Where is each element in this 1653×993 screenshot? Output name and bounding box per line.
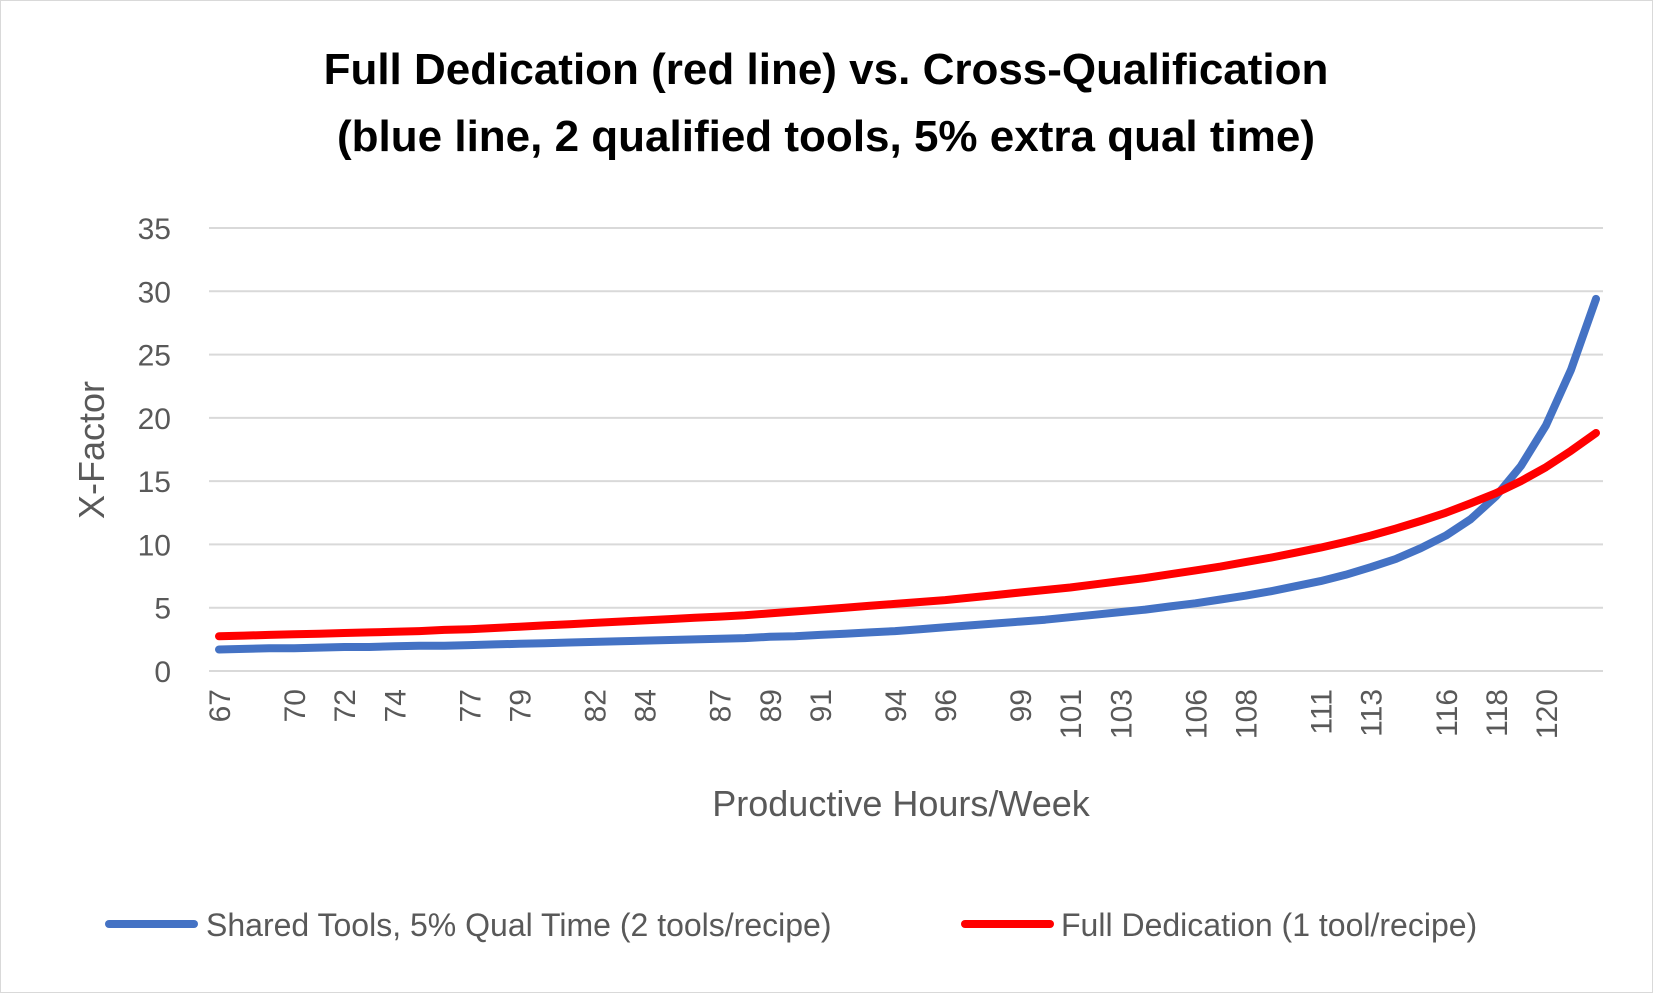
series-line-shared-tools xyxy=(215,294,1600,654)
legend-label-full-dedication: Full Dedication (1 tool/recipe) xyxy=(1061,907,1477,943)
x-tick-label: 72 xyxy=(329,689,362,722)
y-tick-label: 35 xyxy=(138,213,171,246)
x-tick-label: 103 xyxy=(1105,689,1138,739)
y-tick-label: 25 xyxy=(138,340,171,373)
x-tick-label: 120 xyxy=(1531,689,1564,739)
gridlines xyxy=(209,227,1603,672)
x-tick-label: 99 xyxy=(1005,689,1038,722)
chart-title-line-2: (blue line, 2 qualified tools, 5% extra … xyxy=(337,112,1315,161)
chart-title: Full Dedication (red line) vs. Cross-Qua… xyxy=(324,45,1329,161)
x-axis-title: Productive Hours/Week xyxy=(712,783,1090,824)
x-tick-label: 113 xyxy=(1356,689,1389,737)
x-tick-label: 94 xyxy=(880,689,913,722)
y-axis-ticks: 0 5 10 15 20 25 30 35 xyxy=(138,213,171,689)
x-tick-label: 106 xyxy=(1180,689,1213,739)
x-tick-label: 91 xyxy=(805,689,838,722)
x-tick-label: 82 xyxy=(580,689,613,722)
x-tick-label: 96 xyxy=(930,689,963,722)
x-tick-label: 118 xyxy=(1481,689,1514,737)
x-tick-label: 70 xyxy=(279,689,312,722)
y-tick-label: 20 xyxy=(138,403,171,436)
x-tick-label: 111 xyxy=(1306,689,1339,735)
x-tick-label: 67 xyxy=(204,689,237,722)
chart-title-line-1: Full Dedication (red line) vs. Cross-Qua… xyxy=(324,45,1329,94)
x-tick-label: 77 xyxy=(454,689,487,722)
x-tick-label: 108 xyxy=(1230,689,1263,739)
x-tick-label: 87 xyxy=(705,689,738,722)
x-tick-label: 74 xyxy=(379,689,412,722)
y-tick-label: 30 xyxy=(138,276,171,309)
x-tick-label: 116 xyxy=(1431,689,1464,737)
y-tick-label: 10 xyxy=(138,529,171,562)
x-tick-label: 101 xyxy=(1055,689,1088,739)
series-lines xyxy=(215,294,1600,654)
x-tick-label: 84 xyxy=(630,689,663,722)
legend: Shared Tools, 5% Qual Time (2 tools/reci… xyxy=(105,907,1477,943)
x-tick-label: 89 xyxy=(755,689,788,722)
y-axis-title: X-Factor xyxy=(71,381,112,519)
legend-label-shared-tools: Shared Tools, 5% Qual Time (2 tools/reci… xyxy=(206,907,831,943)
y-tick-label: 0 xyxy=(154,656,171,689)
x-axis-ticks: 67 70 72 74 77 79 82 84 87 89 91 94 96 99 101 103 106 108… xyxy=(204,689,1564,739)
y-tick-label: 15 xyxy=(138,466,171,499)
x-tick-label: 79 xyxy=(504,689,537,722)
y-tick-label: 5 xyxy=(154,593,171,626)
series-line-full-dedication xyxy=(215,429,1600,641)
